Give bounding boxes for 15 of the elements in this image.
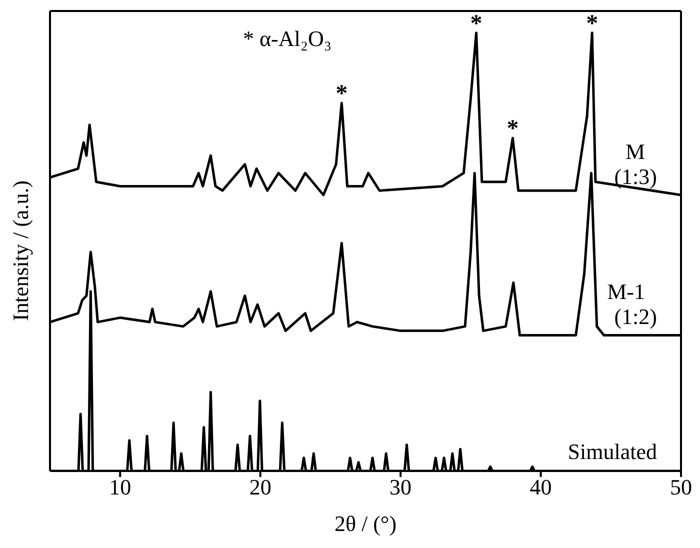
x-tick-label: 40 [530, 474, 552, 500]
annotation: * [336, 81, 348, 107]
x-tick-label: 30 [390, 474, 412, 500]
x-axis-title: 2θ / (°) [334, 511, 397, 536]
annotation: * [470, 10, 482, 37]
x-tick-label: 20 [249, 474, 272, 500]
x-tick-label: 50 [670, 474, 692, 500]
y-axis-title: Intensity / (a.u.) [8, 180, 33, 321]
series-label: M-1 (1:2) [607, 279, 657, 330]
series-label: Simulated [568, 439, 657, 464]
annotation: * α-Al₂O₃ [243, 26, 332, 52]
x-tick-label: 10 [109, 474, 132, 500]
series-label: M (1:3) [614, 139, 657, 189]
annotation: * [586, 10, 598, 37]
annotation: * [506, 116, 519, 142]
